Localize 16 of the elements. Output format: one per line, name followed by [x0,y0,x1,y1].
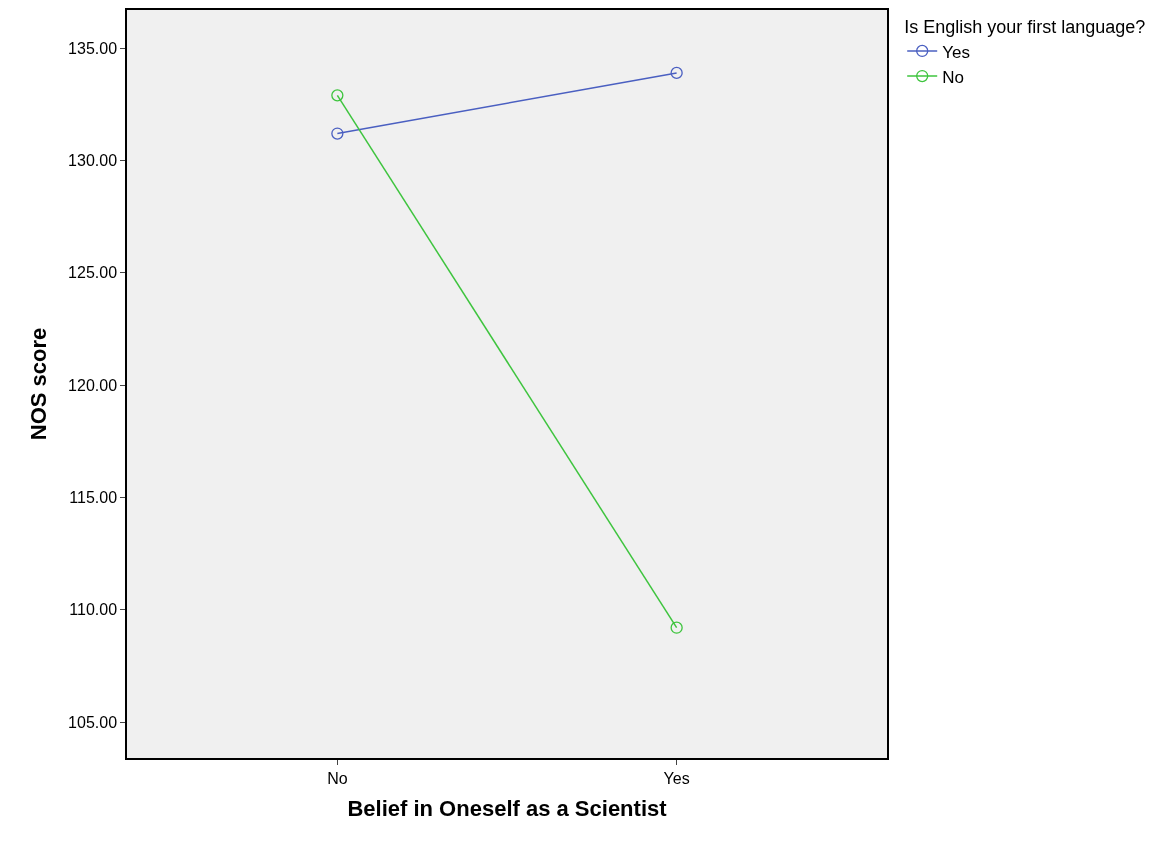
y-tick-label: 110.00 [69,601,118,619]
point [670,66,683,80]
point [670,621,683,634]
y-tick-label: 120.00 [68,376,118,394]
y-tick-label: 105.00 [68,713,118,731]
point [331,89,344,102]
legend-label: Yes [942,42,970,62]
y-tick-label: 130.00 [68,152,118,170]
y-axis-title: NOS score [26,327,52,441]
x-axis-title: Belief in Oneself as a Scientist [347,796,668,822]
point [331,127,344,140]
legend-label: No [942,67,964,87]
y-tick-label: 125.00 [68,264,118,282]
y-tick-label: 115.00 [69,489,118,507]
legend-title: Is English your first language? [904,17,1146,38]
y-tick-label: 135.00 [68,39,118,57]
